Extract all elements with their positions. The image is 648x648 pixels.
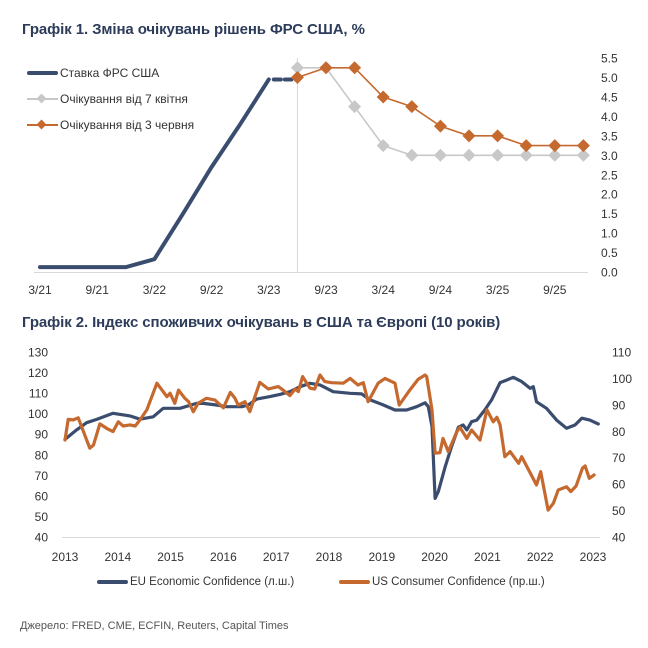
chart1-x-tick-label: 9/22 bbox=[200, 283, 224, 297]
legend-label: EU Economic Confidence (л.ш.) bbox=[130, 576, 295, 588]
legend-diamond-orange-icon bbox=[27, 119, 58, 131]
chart1-y-tick-label: 4.0 bbox=[601, 110, 618, 124]
chart2-x-tick-label: 2016 bbox=[210, 550, 237, 564]
chart1-series-1-point bbox=[405, 148, 419, 162]
chart2-eu-confidence-line bbox=[63, 375, 600, 500]
chart2-left-y-tick-label: 40 bbox=[35, 531, 49, 545]
chart2-x-tick-label: 2017 bbox=[263, 550, 290, 564]
chart2-x-tick-label: 2021 bbox=[474, 550, 501, 564]
legend-label: US Consumer Confidence (пр.ш.) bbox=[372, 576, 545, 588]
chart2-x-tick-label: 2023 bbox=[580, 550, 607, 564]
chart1-x-tick-label: 3/23 bbox=[257, 283, 281, 297]
chart1-y-tick-label: 1.0 bbox=[601, 227, 618, 241]
chart1-y-tick-label: 3.0 bbox=[601, 149, 618, 163]
source-note: Джерело: FRED, CME, ECFIN, Reuters, Capi… bbox=[20, 620, 289, 632]
chart1-series-line-2 bbox=[296, 66, 585, 147]
chart1-series-2-point bbox=[405, 100, 419, 114]
legend-diamond-grey-icon bbox=[27, 93, 58, 105]
chart2-x-tick-label: 2022 bbox=[527, 550, 554, 564]
legend-line-fed-rate-icon bbox=[27, 67, 58, 79]
chart1-x-tick-label: 3/21 bbox=[28, 283, 52, 297]
chart1-y-tick-label: 0.0 bbox=[601, 266, 618, 280]
chart1-series-1-point bbox=[548, 148, 562, 162]
chart1-series-1-point bbox=[519, 148, 533, 162]
chart2-title: Графік 2. Індекс споживчих очікувань в С… bbox=[22, 314, 501, 331]
chart1-x-tick-label: 3/22 bbox=[143, 283, 167, 297]
chart2-us-confidence-line bbox=[63, 373, 596, 512]
legend-line-eu-icon bbox=[97, 576, 128, 588]
chart2-plot: 40 50 60 70 80 90 100 110 120 130 40 50 60 70 80 90 100 1… bbox=[28, 346, 632, 565]
chart1-series-2-point bbox=[519, 139, 533, 153]
chart1-title: Графік 1. Зміна очікувань рішень ФРС США… bbox=[22, 21, 365, 38]
chart2-left-y-tick-label: 60 bbox=[35, 489, 49, 503]
chart1-series-1-point bbox=[376, 139, 390, 153]
chart1-series-2-point bbox=[576, 139, 590, 153]
chart1-y-tick-label: 4.5 bbox=[601, 90, 618, 104]
chart2-left-y-tick-label: 120 bbox=[28, 366, 48, 380]
chart2-left-y-tick-label: 100 bbox=[28, 407, 48, 421]
chart2-x-tick-label: 2020 bbox=[421, 550, 448, 564]
chart1-series-1-point bbox=[576, 148, 590, 162]
chart1-series-2-point bbox=[348, 61, 362, 75]
chart1-series-1-point bbox=[491, 148, 505, 162]
legend-item-expect-jun: Очікування від 3 червня bbox=[27, 118, 194, 132]
legend-item-eu: EU Economic Confidence (л.ш.) bbox=[97, 576, 294, 588]
chart2-left-y-tick-label: 110 bbox=[29, 387, 48, 401]
chart1-y-tick-label: 2.5 bbox=[601, 168, 618, 182]
legend-item-us: US Consumer Confidence (пр.ш.) bbox=[339, 576, 545, 588]
legend-label: Очікування від 3 червня bbox=[60, 118, 195, 132]
legend-label: Очікування від 7 квітня bbox=[60, 92, 188, 106]
legend-item-fed-rate: Ставка ФРС США bbox=[27, 66, 159, 80]
legend-label: Ставка ФРС США bbox=[60, 66, 160, 80]
chart1-y-tick-label: 3.5 bbox=[601, 129, 618, 143]
chart1-x-tick-label: 3/24 bbox=[372, 283, 396, 297]
legend-item-expect-apr: Очікування від 7 квітня bbox=[27, 92, 188, 106]
chart1-plot: 0.0 0.5 1.0 1.5 2.0 2.5 3.0 3.5 4.0 4.5 5.0 5.5 3/21… bbox=[28, 52, 618, 297]
legend-line-us-icon bbox=[339, 576, 370, 588]
chart1-x-tick-label: 9/21 bbox=[86, 283, 110, 297]
chart2-left-y-tick-label: 130 bbox=[28, 346, 48, 360]
chart1-x-tick-label: 9/24 bbox=[429, 283, 453, 297]
chart1-series-1-point bbox=[433, 148, 447, 162]
chart2-right-y-tick-label: 60 bbox=[612, 478, 626, 492]
chart2-right-y-tick-label: 90 bbox=[612, 398, 626, 412]
chart1-y-tick-label: 2.0 bbox=[601, 188, 618, 202]
chart1-series-2-point bbox=[548, 139, 562, 153]
chart1-x-tick-label: 3/25 bbox=[486, 283, 510, 297]
chart2-left-y-tick-label: 80 bbox=[35, 448, 49, 462]
chart2-x-tick-label: 2015 bbox=[157, 550, 184, 564]
chart1-series-line-1 bbox=[296, 66, 585, 157]
chart1-series-1-point bbox=[290, 61, 304, 75]
chart2-right-y-tick-label: 100 bbox=[612, 372, 632, 386]
chart2-x-tick-label: 2018 bbox=[316, 550, 343, 564]
chart1-series-2-point bbox=[491, 129, 505, 143]
chart2-right-y-tick-label: 70 bbox=[612, 451, 626, 465]
chart1-series-1-point bbox=[348, 100, 362, 114]
chart1-y-tick-label: 0.5 bbox=[601, 246, 618, 260]
chart1-series-2-point bbox=[290, 71, 304, 84]
chart2-right-y-tick-label: 40 bbox=[612, 531, 626, 545]
chart2-x-tick-label: 2013 bbox=[52, 550, 79, 564]
chart2-right-y-tick-label: 50 bbox=[612, 504, 626, 518]
chart1-x-tick-label: 9/23 bbox=[314, 283, 338, 297]
chart1-y-tick-label: 5.0 bbox=[601, 71, 618, 85]
chart1-y-tick-label: 5.5 bbox=[601, 52, 618, 66]
chart1-series-2-point bbox=[319, 61, 333, 75]
chart2-right-y-tick-label: 80 bbox=[612, 425, 626, 439]
chart1-series-2-point bbox=[462, 129, 476, 143]
chart2-x-tick-label: 2014 bbox=[104, 550, 131, 564]
chart2-left-y-tick-label: 70 bbox=[35, 469, 49, 483]
chart1-series-1-point bbox=[462, 148, 476, 162]
chart2-right-y-tick-label: 110 bbox=[612, 346, 631, 360]
chart1-series-2-point bbox=[376, 90, 390, 104]
chart1-y-tick-label: 1.5 bbox=[601, 207, 618, 221]
chart2-left-y-tick-label: 50 bbox=[35, 510, 49, 524]
chart1-x-tick-label: 9/25 bbox=[543, 283, 567, 297]
chart2-x-tick-label: 2019 bbox=[368, 550, 395, 564]
chart2-left-y-tick-label: 90 bbox=[35, 428, 49, 442]
chart1-series-2-point bbox=[433, 119, 447, 133]
chart1-series-line-0 bbox=[38, 77, 271, 270]
